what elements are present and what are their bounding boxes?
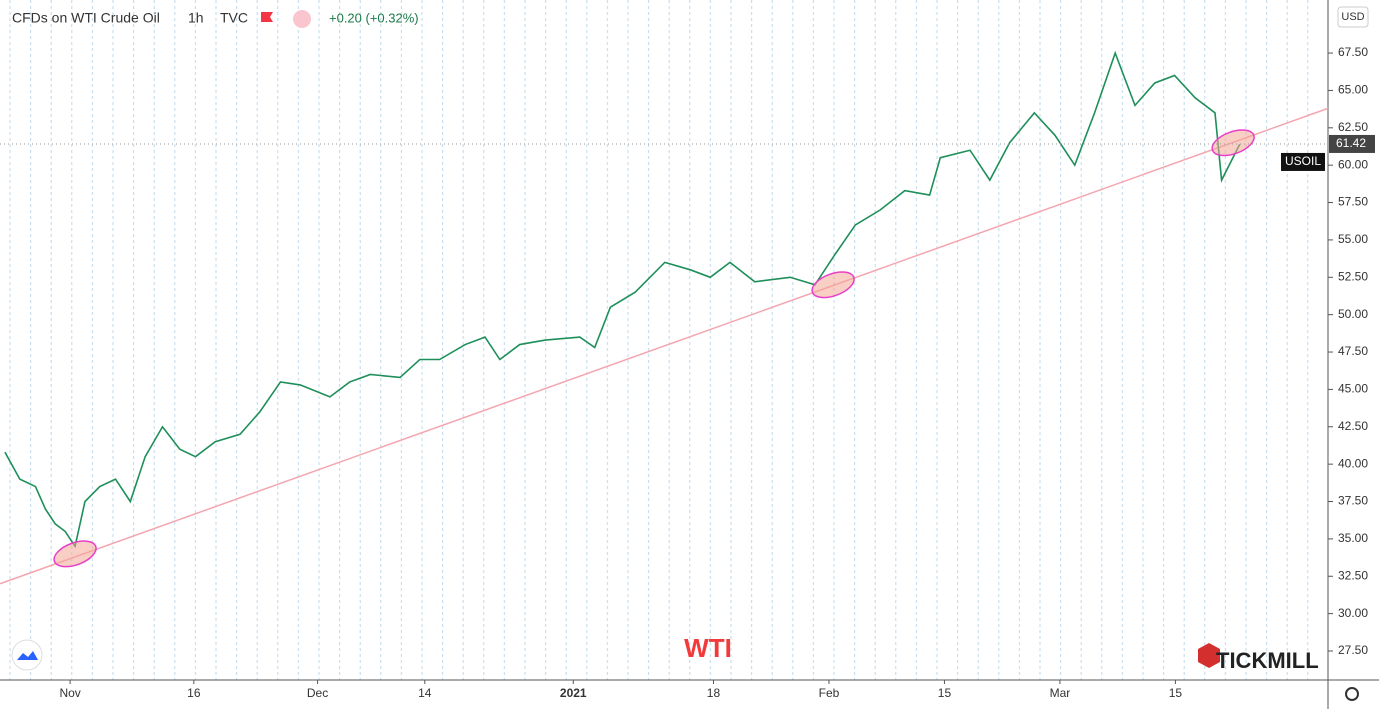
brand-logo xyxy=(1198,643,1220,668)
highlight xyxy=(1211,129,1255,157)
plot xyxy=(0,50,1329,585)
source: TVC xyxy=(220,10,248,26)
last-price-box xyxy=(1329,134,1375,153)
y-tick-label: 45.00 xyxy=(1338,382,1368,396)
x-tick-label: Nov xyxy=(59,686,80,700)
x-tick-label: 15 xyxy=(938,686,952,700)
indicator-icon xyxy=(293,10,311,28)
y-tick-label: 55.00 xyxy=(1338,232,1368,246)
y-tick-label: 32.50 xyxy=(1338,568,1368,582)
y-tick-label: 67.50 xyxy=(1338,45,1368,59)
y-tick-label: 52.50 xyxy=(1338,269,1368,283)
title: CFDs on WTI Crude Oil xyxy=(12,10,160,26)
currency-box[interactable] xyxy=(1337,6,1369,28)
y-tick-label: 37.50 xyxy=(1338,494,1368,508)
price-line xyxy=(4,50,1241,549)
x-tick-label: 2021 xyxy=(560,686,587,700)
trendline xyxy=(0,107,1329,585)
flag-icon xyxy=(261,12,273,22)
y-tick-label: 60.00 xyxy=(1338,157,1368,171)
tv-logo[interactable] xyxy=(11,639,43,671)
highlight xyxy=(811,271,855,299)
symbol-box xyxy=(1281,152,1325,171)
x-tick-label: Mar xyxy=(1050,686,1071,700)
settings-icon[interactable] xyxy=(1345,687,1359,701)
brand: TICKMILL xyxy=(1216,648,1319,673)
y-tick-label: 30.00 xyxy=(1338,606,1368,620)
x-tick-label: Feb xyxy=(819,686,840,700)
y-tick-label: 65.00 xyxy=(1338,83,1368,97)
interval: 1h xyxy=(188,10,204,26)
highlight xyxy=(53,540,97,568)
x-tick-label: Dec xyxy=(307,686,328,700)
x-tick-label: 16 xyxy=(187,686,201,700)
change: +0.20 (+0.32%) xyxy=(329,10,419,25)
tv-logo-mark xyxy=(17,651,38,660)
grid-pattern xyxy=(0,0,1328,680)
y-tick-label: 50.00 xyxy=(1338,307,1368,321)
x-tick-label: 18 xyxy=(707,686,721,700)
annotation: WTI xyxy=(684,633,732,663)
y-tick-label: 47.50 xyxy=(1338,344,1368,358)
symbol: USOIL xyxy=(1285,154,1321,168)
currency: USD xyxy=(1341,11,1364,23)
y-tick-label: 35.00 xyxy=(1338,531,1368,545)
y-tick-label: 57.50 xyxy=(1338,195,1368,209)
last-price: 61.42 xyxy=(1336,136,1366,150)
y-tick-label: 42.50 xyxy=(1338,419,1368,433)
y-tick-label: 40.00 xyxy=(1338,456,1368,470)
y-tick-label: 62.50 xyxy=(1338,120,1368,134)
x-tick-label: 14 xyxy=(418,686,432,700)
y-tick-label: 27.50 xyxy=(1338,643,1368,657)
x-tick-label: 15 xyxy=(1169,686,1183,700)
